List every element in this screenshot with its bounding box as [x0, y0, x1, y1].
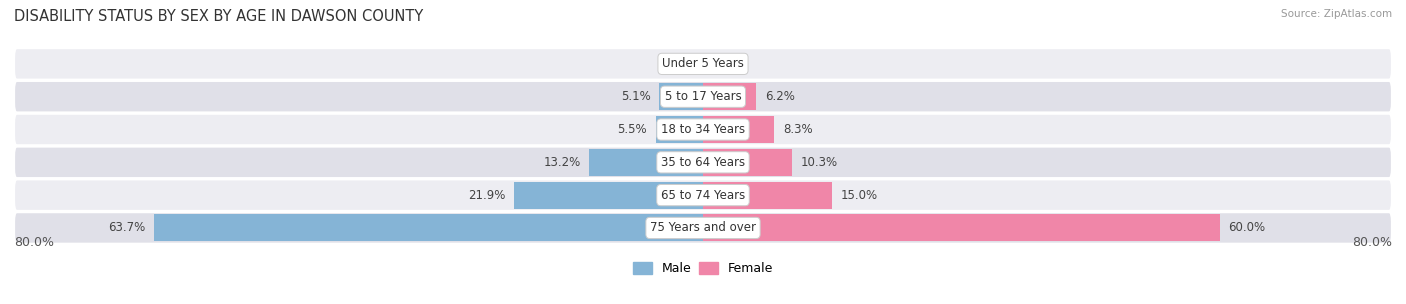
Text: 35 to 64 Years: 35 to 64 Years [661, 156, 745, 169]
Bar [659, 83, 703, 110]
Bar [703, 116, 775, 143]
FancyBboxPatch shape [14, 212, 1392, 244]
Text: 80.0%: 80.0% [1353, 236, 1392, 249]
Bar [703, 149, 792, 176]
Bar [155, 215, 703, 241]
Text: 13.2%: 13.2% [544, 156, 581, 169]
FancyBboxPatch shape [14, 179, 1392, 211]
Text: 5.1%: 5.1% [620, 90, 651, 103]
Text: 75 Years and over: 75 Years and over [650, 221, 756, 234]
Text: 6.2%: 6.2% [765, 90, 794, 103]
Bar [515, 182, 703, 209]
Text: 80.0%: 80.0% [14, 236, 53, 249]
Text: 18 to 34 Years: 18 to 34 Years [661, 123, 745, 136]
Text: 0.0%: 0.0% [669, 57, 699, 71]
Text: 21.9%: 21.9% [468, 189, 506, 202]
Text: 15.0%: 15.0% [841, 189, 877, 202]
Bar [655, 116, 703, 143]
FancyBboxPatch shape [14, 81, 1392, 112]
Text: 8.3%: 8.3% [783, 123, 813, 136]
Bar [703, 215, 1219, 241]
Text: Source: ZipAtlas.com: Source: ZipAtlas.com [1281, 9, 1392, 19]
Text: 60.0%: 60.0% [1229, 221, 1265, 234]
Text: 0.0%: 0.0% [707, 57, 737, 71]
Bar [589, 149, 703, 176]
Bar [703, 182, 832, 209]
Text: 65 to 74 Years: 65 to 74 Years [661, 189, 745, 202]
Text: DISABILITY STATUS BY SEX BY AGE IN DAWSON COUNTY: DISABILITY STATUS BY SEX BY AGE IN DAWSO… [14, 9, 423, 24]
FancyBboxPatch shape [14, 147, 1392, 178]
Legend: Male, Female: Male, Female [628, 257, 778, 280]
Text: Under 5 Years: Under 5 Years [662, 57, 744, 71]
FancyBboxPatch shape [14, 114, 1392, 145]
Text: 10.3%: 10.3% [800, 156, 838, 169]
FancyBboxPatch shape [14, 48, 1392, 80]
Text: 63.7%: 63.7% [108, 221, 146, 234]
Text: 5 to 17 Years: 5 to 17 Years [665, 90, 741, 103]
Bar [703, 83, 756, 110]
Text: 5.5%: 5.5% [617, 123, 647, 136]
